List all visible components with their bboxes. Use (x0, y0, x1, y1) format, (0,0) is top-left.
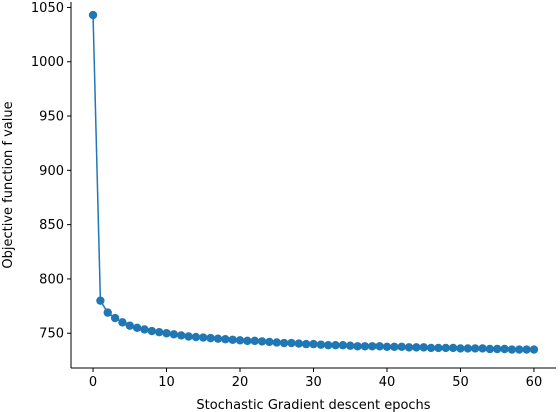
data-point (346, 342, 354, 350)
data-point (295, 339, 303, 347)
x-axis-ticks: 0 10 20 30 40 50 60 (89, 368, 542, 390)
data-point (383, 343, 391, 351)
data-point (515, 345, 523, 353)
data-point (184, 332, 192, 340)
data-point (228, 336, 236, 344)
data-point (309, 340, 317, 348)
data-point (140, 325, 148, 333)
data-point (258, 337, 266, 345)
data-point (353, 342, 361, 350)
y-axis-label: Objective function f value (1, 101, 16, 268)
data-point (420, 343, 428, 351)
y-tick-label: 800 (39, 272, 64, 287)
data-point (412, 343, 420, 351)
data-point (170, 330, 178, 338)
data-point (522, 345, 530, 353)
data-point (273, 338, 281, 346)
x-axis-label: Stochastic Gradient descent epochs (196, 398, 430, 412)
data-point (111, 314, 119, 322)
series-layer (89, 11, 538, 354)
x-tick-label: 30 (305, 375, 322, 390)
data-point (530, 345, 538, 353)
data-point (287, 339, 295, 347)
data-point (324, 341, 332, 349)
y-tick-label: 1050 (31, 1, 64, 16)
data-point (280, 339, 288, 347)
y-tick-label: 850 (39, 218, 64, 233)
data-point (133, 324, 141, 332)
data-point (397, 343, 405, 351)
data-point (104, 308, 112, 316)
data-point (126, 321, 134, 329)
y-axis-ticks: 750 800 850 900 950 1000 1050 (31, 1, 71, 342)
data-point (456, 344, 464, 352)
data-point (236, 336, 244, 344)
x-tick-label: 40 (379, 375, 396, 390)
data-point (243, 337, 251, 345)
data-point (331, 341, 339, 349)
x-tick-label: 60 (526, 375, 543, 390)
data-point (89, 11, 97, 19)
data-point (162, 329, 170, 337)
data-point (265, 338, 273, 346)
data-point (434, 344, 442, 352)
y-tick-label: 750 (39, 327, 64, 342)
data-point (206, 334, 214, 342)
x-tick-label: 10 (158, 375, 175, 390)
y-tick-label: 950 (39, 110, 64, 125)
data-point (192, 333, 200, 341)
y-tick-label: 900 (39, 164, 64, 179)
y-tick-label: 1000 (31, 55, 64, 70)
data-point (405, 343, 413, 351)
data-point (339, 341, 347, 349)
data-point (390, 343, 398, 351)
data-point (155, 328, 163, 336)
data-point (508, 345, 516, 353)
data-point (251, 337, 259, 345)
data-point (478, 344, 486, 352)
data-point (148, 327, 156, 335)
data-point (361, 342, 369, 350)
data-point (214, 334, 222, 342)
data-point (449, 344, 457, 352)
data-point (427, 344, 435, 352)
data-point (486, 345, 494, 353)
data-point (375, 342, 383, 350)
data-point (199, 333, 207, 341)
data-point (442, 344, 450, 352)
data-point (221, 335, 229, 343)
data-point (177, 331, 185, 339)
data-point (368, 342, 376, 350)
data-point (471, 344, 479, 352)
series-line (93, 15, 534, 350)
data-point (118, 318, 126, 326)
x-tick-label: 20 (232, 375, 249, 390)
x-tick-label: 0 (89, 375, 97, 390)
data-point (464, 344, 472, 352)
x-tick-label: 50 (452, 375, 469, 390)
data-point (493, 345, 501, 353)
data-point (96, 296, 104, 304)
data-point (500, 345, 508, 353)
data-point (317, 340, 325, 348)
data-point (302, 340, 310, 348)
